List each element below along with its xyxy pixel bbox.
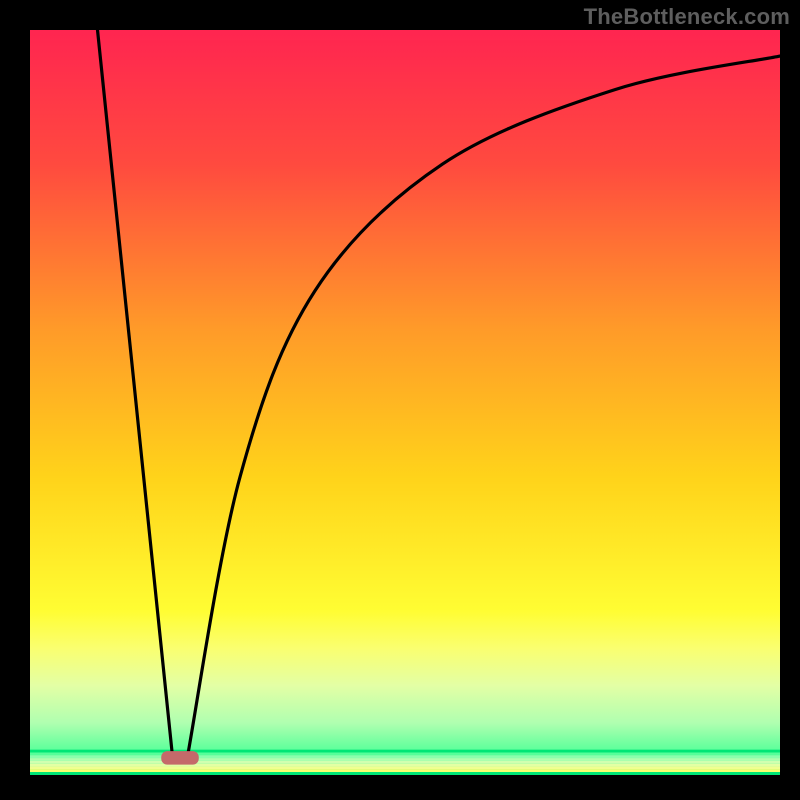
plot-background-gradient: [30, 30, 780, 775]
bottleneck-chart-svg: [0, 0, 800, 800]
bottom-micro-stripes: [30, 750, 780, 775]
watermark-text: TheBottleneck.com: [584, 4, 790, 30]
optimum-marker: [161, 751, 199, 764]
chart-container: TheBottleneck.com: [0, 0, 800, 800]
